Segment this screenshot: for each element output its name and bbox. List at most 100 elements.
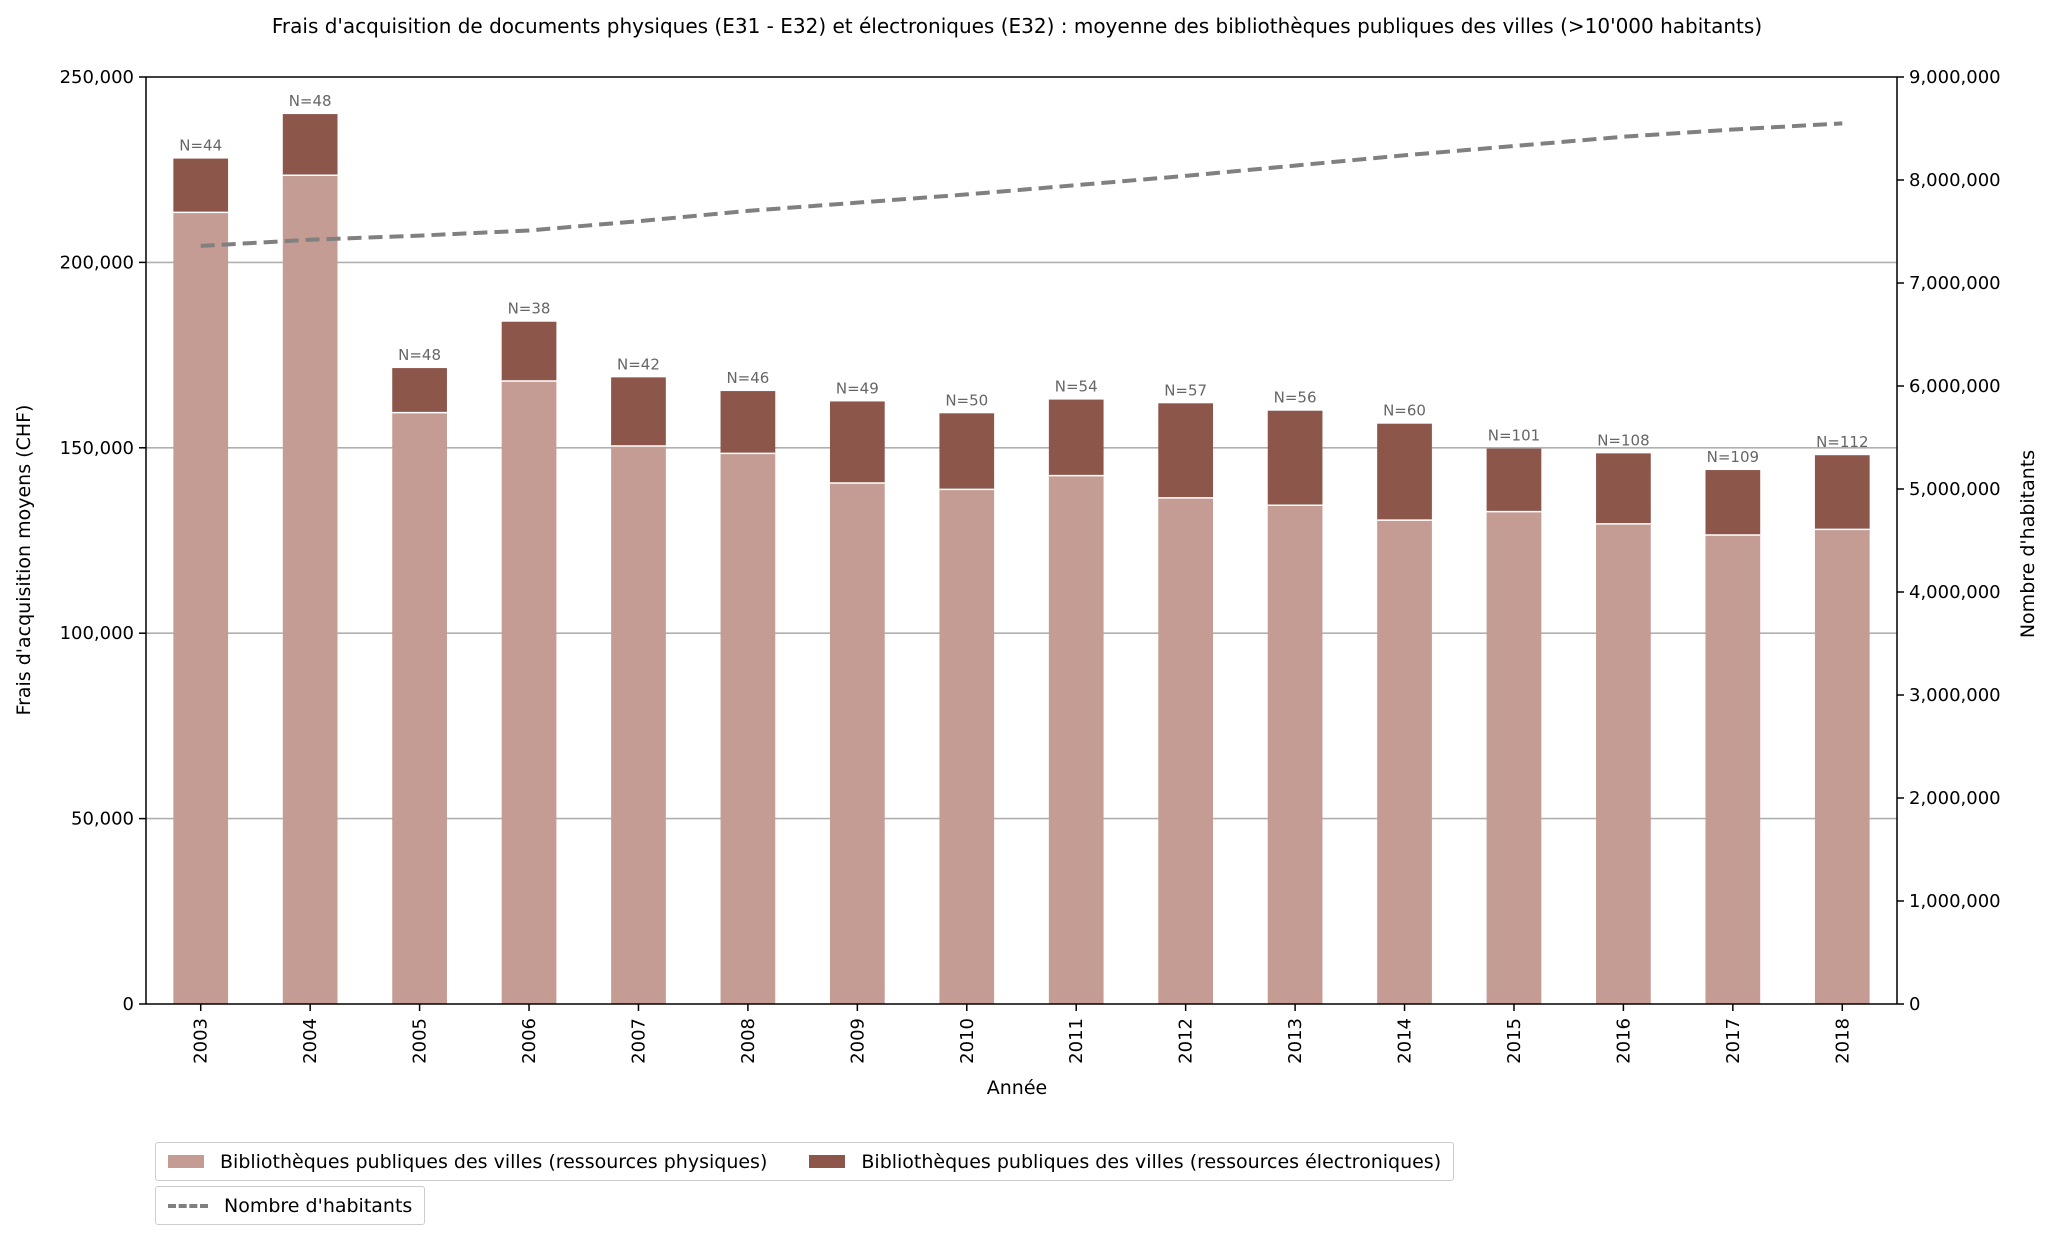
x-tick-label: 2007 xyxy=(628,1018,649,1064)
bar-count-label: N=108 xyxy=(1597,431,1649,449)
x-axis-ticks: 2003 2004 2005 2006 2007 2008 2009 2010 2011 2012… xyxy=(191,1004,1853,1064)
bar-physical-2013 xyxy=(1267,505,1323,1004)
x-tick-label: 2009 xyxy=(847,1018,868,1064)
bar-count-label: N=50 xyxy=(945,391,988,409)
chart-title: Frais d'acquisition de documents physiqu… xyxy=(272,14,1762,38)
bar-electronic-2014 xyxy=(1377,423,1432,521)
bar-count-label: N=44 xyxy=(179,137,222,155)
x-tick-label: 2008 xyxy=(738,1018,759,1064)
bar-electronic-2010 xyxy=(939,413,995,490)
y2-tick-label: 3,000,000 xyxy=(1909,685,2001,706)
x-tick-label: 2014 xyxy=(1395,1018,1416,1064)
bar-count-label: N=42 xyxy=(617,355,660,373)
legend-swatch-electronic xyxy=(809,1155,846,1168)
bar-count-label: N=60 xyxy=(1383,402,1426,420)
bar-count-label: N=48 xyxy=(289,92,332,110)
y2-tick-label: 4,000,000 xyxy=(1909,582,2001,603)
bar-physical-2003 xyxy=(173,212,229,1005)
bar-count-label: N=56 xyxy=(1274,389,1317,407)
y2-tick-label: 0 xyxy=(1909,994,1920,1015)
left-y-axis-ticks: 0 50,000 100,000 150,000 200,000 250,000 xyxy=(60,67,146,1015)
bar-count-label: N=109 xyxy=(1707,448,1759,466)
x-tick-label: 2011 xyxy=(1066,1018,1087,1064)
bar-electronic-2007 xyxy=(611,377,666,446)
bar-count-labels: N=44 N=48 N=48 N=38 N=42 N=46 N=49 N=50 N=54 N=57… xyxy=(179,92,1868,466)
y-tick-label: 50,000 xyxy=(71,809,134,830)
legend-swatch-population xyxy=(168,1203,208,1208)
bar-count-label: N=54 xyxy=(1055,378,1098,396)
y2-tick-label: 6,000,000 xyxy=(1909,376,2001,397)
bar-physical-2011 xyxy=(1048,475,1104,1004)
bar-count-label: N=38 xyxy=(508,300,551,318)
x-axis-label: Année xyxy=(987,1077,1047,1099)
y2-axis-label: Nombre d'habitants xyxy=(2017,450,2039,638)
bar-physical-2006 xyxy=(501,381,557,1004)
x-tick-label: 2018 xyxy=(1832,1018,1853,1064)
bar-count-label: N=101 xyxy=(1488,427,1540,445)
x-tick-label: 2016 xyxy=(1613,1018,1634,1064)
x-tick-label: 2010 xyxy=(957,1018,978,1064)
bar-electronic-2015 xyxy=(1486,448,1542,512)
bar-electronic-2011 xyxy=(1048,399,1104,476)
bar-electronic-2013 xyxy=(1267,410,1323,506)
y-tick-label: 150,000 xyxy=(60,438,134,459)
bar-physical-2017 xyxy=(1705,534,1761,1004)
x-tick-label: 2013 xyxy=(1285,1018,1306,1064)
y-tick-label: 250,000 xyxy=(60,67,134,88)
y-tick-label: 0 xyxy=(123,994,134,1015)
bar-physical-2007 xyxy=(611,445,666,1004)
bar-physical-2005 xyxy=(392,412,447,1005)
bar-physical-2016 xyxy=(1596,523,1651,1004)
legend-item-electronic: Bibliothèques publiques des villes (ress… xyxy=(809,1151,1441,1173)
bar-electronic-2003 xyxy=(173,158,229,213)
bar-physical-2018 xyxy=(1814,529,1870,1004)
bar-electronic-2017 xyxy=(1705,470,1761,535)
population-line-path xyxy=(200,121,1843,248)
y-axis-label: Frais d'acquisition moyens (CHF) xyxy=(13,405,35,716)
x-tick-label: 2012 xyxy=(1176,1018,1197,1064)
bar-physical-2014 xyxy=(1377,520,1432,1004)
bar-physical-2009 xyxy=(829,483,885,1004)
y2-tick-label: 2,000,000 xyxy=(1909,788,2001,809)
x-tick-label: 2005 xyxy=(410,1018,431,1064)
bar-physical-2012 xyxy=(1158,497,1214,1004)
bars xyxy=(173,114,1870,1005)
y2-tick-label: 1,000,000 xyxy=(1909,891,2001,912)
bar-count-label: N=49 xyxy=(836,379,879,397)
legend-label-physical: Bibliothèques publiques des villes (ress… xyxy=(220,1150,768,1173)
bar-electronic-2008 xyxy=(720,391,776,454)
axes xyxy=(145,76,1898,1005)
bar-physical-2015 xyxy=(1486,511,1542,1004)
bar-electronic-2018 xyxy=(1814,455,1870,530)
bar-electronic-2012 xyxy=(1158,403,1214,498)
legend-item-population: Nombre d'habitants xyxy=(168,1195,412,1217)
legend-item-physical: Bibliothèques publiques des villes (ress… xyxy=(168,1151,767,1173)
y2-tick-label: 9,000,000 xyxy=(1909,67,2001,88)
right-y-axis-ticks: 0 1,000,000 2,000,000 3,000,000 4,000,000 5,0… xyxy=(1897,67,2001,1015)
x-tick-label: 2003 xyxy=(191,1018,212,1064)
population-line xyxy=(200,121,1843,248)
x-tick-label: 2017 xyxy=(1723,1018,1744,1064)
bar-count-label: N=57 xyxy=(1164,381,1207,399)
bar-electronic-2009 xyxy=(829,401,885,484)
y-tick-label: 200,000 xyxy=(60,252,134,273)
y2-tick-label: 5,000,000 xyxy=(1909,479,2001,500)
x-tick-label: 2006 xyxy=(519,1018,540,1064)
bar-electronic-2006 xyxy=(501,321,557,382)
x-tick-label: 2015 xyxy=(1504,1018,1525,1064)
bar-count-label: N=46 xyxy=(726,369,769,387)
x-tick-label: 2004 xyxy=(300,1018,321,1064)
legend-label-electronic: Bibliothèques publiques des villes (ress… xyxy=(861,1150,1442,1173)
y-tick-label: 100,000 xyxy=(60,623,134,644)
bar-physical-2004 xyxy=(282,175,338,1005)
bar-count-label: N=48 xyxy=(398,346,441,364)
bar-physical-2010 xyxy=(939,489,995,1004)
legend-label-population: Nombre d'habitants xyxy=(224,1194,413,1217)
legend-bars: Bibliothèques publiques des villes (ress… xyxy=(155,1142,1455,1181)
bar-electronic-2016 xyxy=(1596,453,1651,524)
legend-swatch-physical xyxy=(168,1155,204,1168)
bar-count-label: N=112 xyxy=(1816,433,1868,451)
y2-tick-label: 8,000,000 xyxy=(1909,170,2001,191)
y2-tick-label: 7,000,000 xyxy=(1909,273,2001,294)
